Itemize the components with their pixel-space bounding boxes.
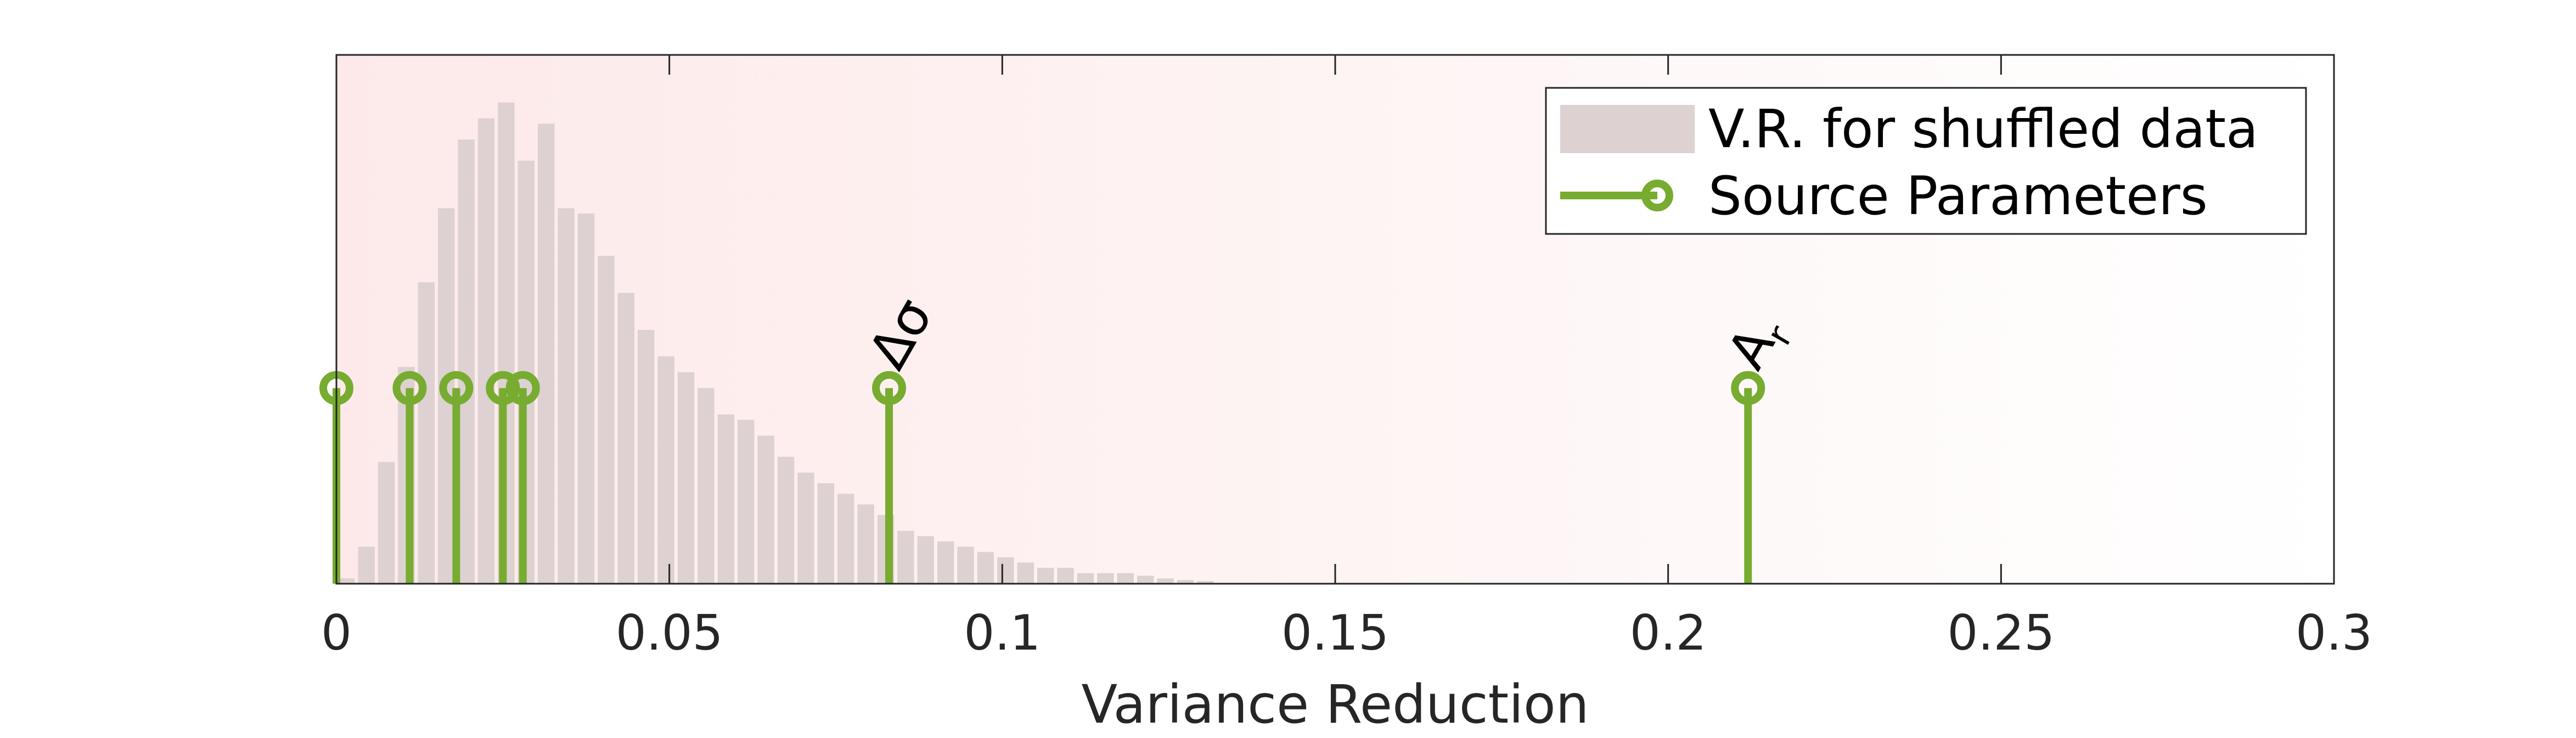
legend-histogram-swatch [1560, 105, 1695, 153]
stem-marker [392, 371, 427, 405]
histogram-bar [338, 578, 355, 584]
legend-stem-label: Source Parameters [1708, 165, 2208, 227]
histogram-bar [418, 282, 435, 584]
histogram-bar [1117, 573, 1134, 584]
x-tick-label: 0.3 [2296, 605, 2372, 661]
histogram-bar [657, 356, 674, 584]
histogram-bar [1177, 580, 1194, 584]
stem-marker [505, 371, 540, 405]
histogram-bar [897, 530, 914, 584]
histogram-bar [458, 139, 475, 584]
histogram-bar [917, 536, 934, 584]
histogram-bar [698, 388, 715, 584]
legend-histogram-label: V.R. for shuffled data [1708, 98, 2258, 160]
histogram-bar [977, 552, 994, 584]
x-tick-label: 0.1 [964, 605, 1040, 661]
histogram-bar [378, 462, 395, 584]
histogram-bar [937, 541, 954, 584]
histogram-bar [477, 118, 495, 584]
histogram-bar [757, 435, 774, 584]
x-axis-tick-labels: 0 0.05 0.1 0.15 0.2 0.25 0.3 [321, 605, 2372, 661]
histogram-bar [1137, 575, 1154, 584]
stem-marker [439, 371, 474, 405]
x-tick-label: 0 [321, 605, 352, 661]
histogram-bar [957, 546, 974, 584]
histogram-bar [997, 557, 1014, 584]
stem-marker [486, 371, 520, 405]
x-axis-title: Variance Reduction [1081, 674, 1589, 735]
x-axis-ticks [335, 55, 2335, 584]
histogram-bar [1097, 573, 1114, 584]
histogram-bar [577, 213, 595, 584]
histogram-bar [797, 472, 814, 584]
histogram-bar [358, 546, 375, 584]
histogram-bar [738, 420, 755, 584]
histogram-bar [1057, 568, 1074, 584]
stem-marker [872, 371, 907, 405]
histogram-bar [638, 329, 655, 584]
histogram-bar [857, 504, 874, 584]
histogram-bar [817, 483, 834, 584]
x-tick-label: 0.05 [616, 605, 723, 661]
histogram-bar [777, 456, 795, 584]
histogram-bar [1077, 573, 1094, 584]
x-tick-label: 0.25 [1947, 605, 2055, 661]
histogram-bar [558, 208, 575, 584]
stem-marker [1731, 371, 1765, 405]
histogram-bar [598, 255, 615, 584]
histogram-bar [538, 124, 555, 584]
legend: V.R. for shuffled data Source Parameters [1545, 87, 2307, 235]
histogram-bar [617, 293, 634, 584]
histogram-bar [1037, 568, 1054, 584]
histogram-bar [1197, 581, 1214, 584]
histogram-bar [1017, 562, 1034, 584]
x-tick-label: 0.15 [1281, 605, 1389, 661]
legend-stem-marker [1641, 180, 1673, 211]
histogram-bar [677, 372, 695, 584]
histogram-bar [1157, 578, 1174, 584]
x-tick-label: 0.2 [1630, 605, 1707, 661]
histogram-bar [837, 494, 854, 584]
histogram-bar [717, 414, 734, 584]
